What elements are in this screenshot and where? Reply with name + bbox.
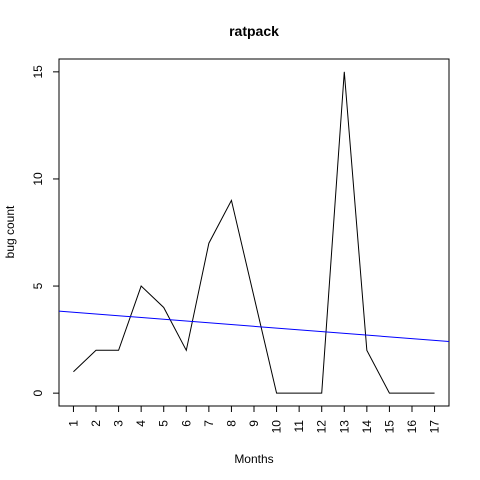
x-tick-label: 11 — [292, 420, 306, 433]
y-tick-label: 15 — [31, 65, 45, 79]
x-tick-label: 17 — [428, 420, 442, 434]
x-tick-label: 7 — [202, 420, 216, 427]
trend-line — [59, 310, 449, 343]
x-tick-label: 12 — [315, 420, 329, 434]
x-tick-label: 8 — [224, 420, 238, 427]
x-tick-label: 3 — [112, 420, 126, 427]
x-tick-label: 16 — [405, 420, 419, 434]
x-tick-label: 1 — [66, 420, 80, 427]
y-tick-label: 0 — [31, 389, 45, 396]
x-tick-label: 14 — [360, 420, 374, 434]
x-tick-label: 6 — [179, 420, 193, 427]
y-tick-label: 10 — [31, 172, 45, 186]
x-tick-label: 4 — [134, 420, 148, 427]
x-tick-label: 9 — [247, 420, 261, 427]
x-tick-label: 13 — [337, 420, 351, 434]
x-tick-label: 10 — [270, 420, 284, 434]
y-tick-label: 5 — [31, 282, 45, 289]
x-axis-label: Months — [234, 452, 273, 466]
series-line — [73, 71, 435, 394]
x-tick-label: 5 — [157, 420, 171, 427]
x-tick-label: 2 — [89, 420, 103, 427]
chart-title: ratpack — [229, 23, 279, 39]
x-tick-label: 15 — [382, 420, 396, 434]
y-axis-label: bug count — [3, 205, 17, 258]
